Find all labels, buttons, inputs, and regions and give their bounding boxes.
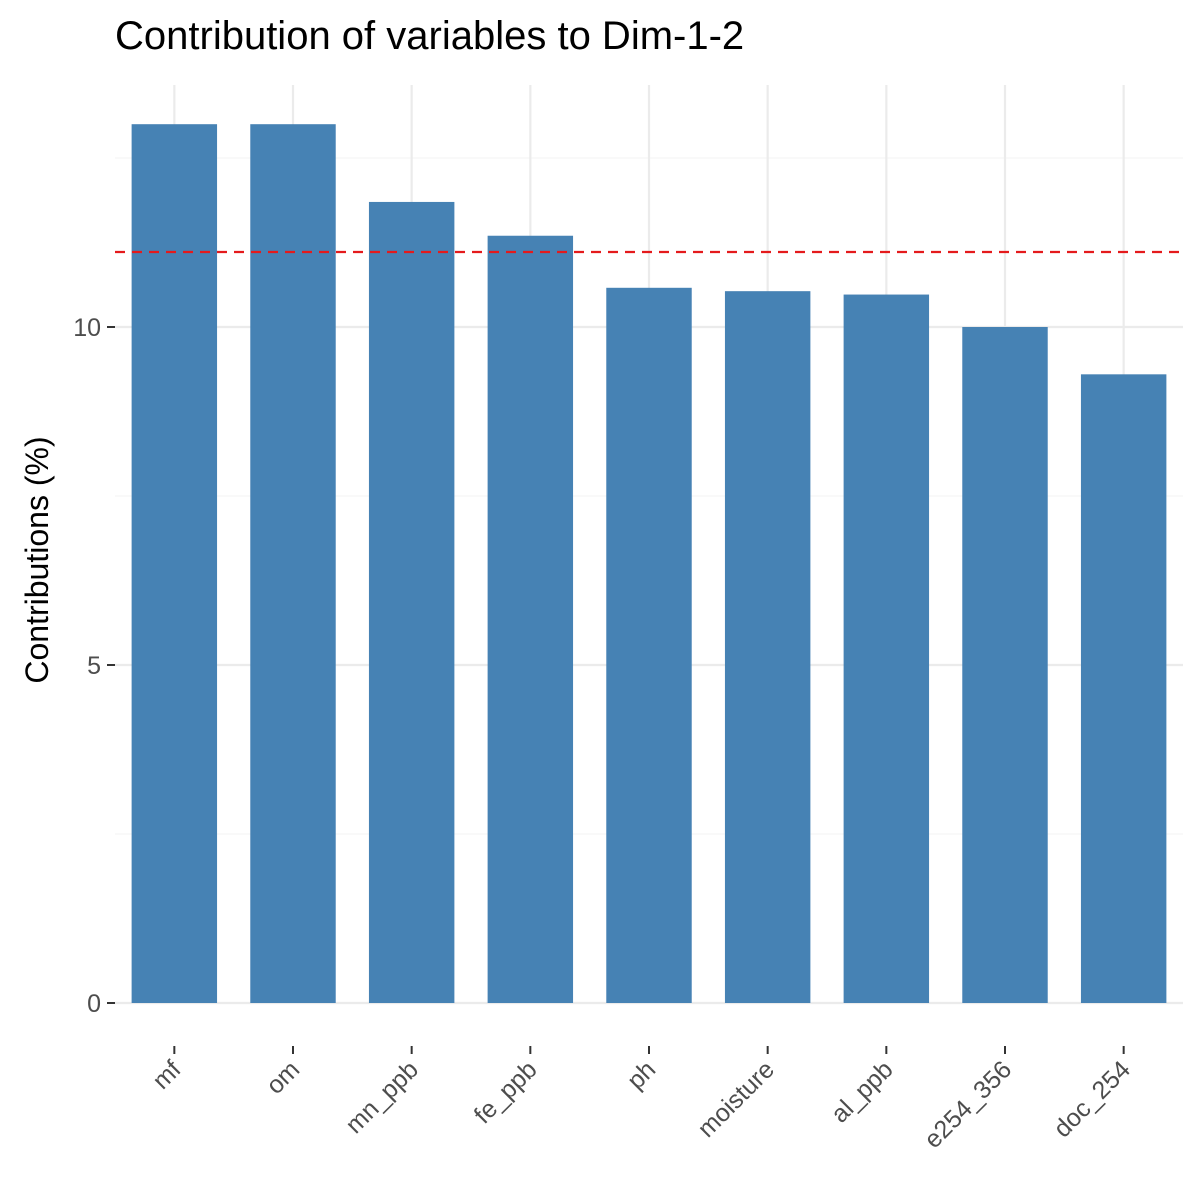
bar-fe_ppb	[487, 235, 574, 1004]
bar-al_ppb	[843, 294, 930, 1003]
y-axis: 0 5 10	[73, 314, 115, 1018]
x-tick-label-moisture: moisture	[692, 1055, 780, 1143]
x-tick-label-ph: ph	[622, 1055, 661, 1094]
bar-ph	[606, 287, 692, 1003]
y-tick-label: 10	[73, 314, 101, 342]
bar-doc_254	[1080, 374, 1167, 1003]
x-tick-label-mf: mf	[147, 1055, 186, 1094]
bar-moisture	[724, 291, 811, 1003]
y-axis-title: Contributions (%)	[19, 436, 55, 683]
chart-title: Contribution of variables to Dim-1-2	[115, 14, 745, 58]
x-tick-label-doc_254: doc_254	[1048, 1055, 1136, 1143]
bar-mf	[131, 124, 218, 1003]
y-tick-label: 5	[87, 652, 101, 680]
bars	[131, 124, 1167, 1004]
y-tick-label: 0	[87, 990, 101, 1018]
x-tick-label-mn_ppb: mn_ppb	[340, 1055, 424, 1139]
x-tick-label-fe_ppb: fe_ppb	[469, 1055, 543, 1129]
x-tick-label-e254_356: e254_356	[919, 1055, 1017, 1153]
bar-mn_ppb	[368, 201, 455, 1003]
x-axis: mf om mn_ppb fe_ppb ph moisture al_ppb e254_356…	[147, 1046, 1136, 1154]
x-tick-label-om: om	[261, 1055, 305, 1099]
x-tick-label-al_ppb: al_ppb	[826, 1055, 899, 1128]
bar-om	[250, 124, 336, 1003]
bar-e254_356	[962, 327, 1048, 1003]
